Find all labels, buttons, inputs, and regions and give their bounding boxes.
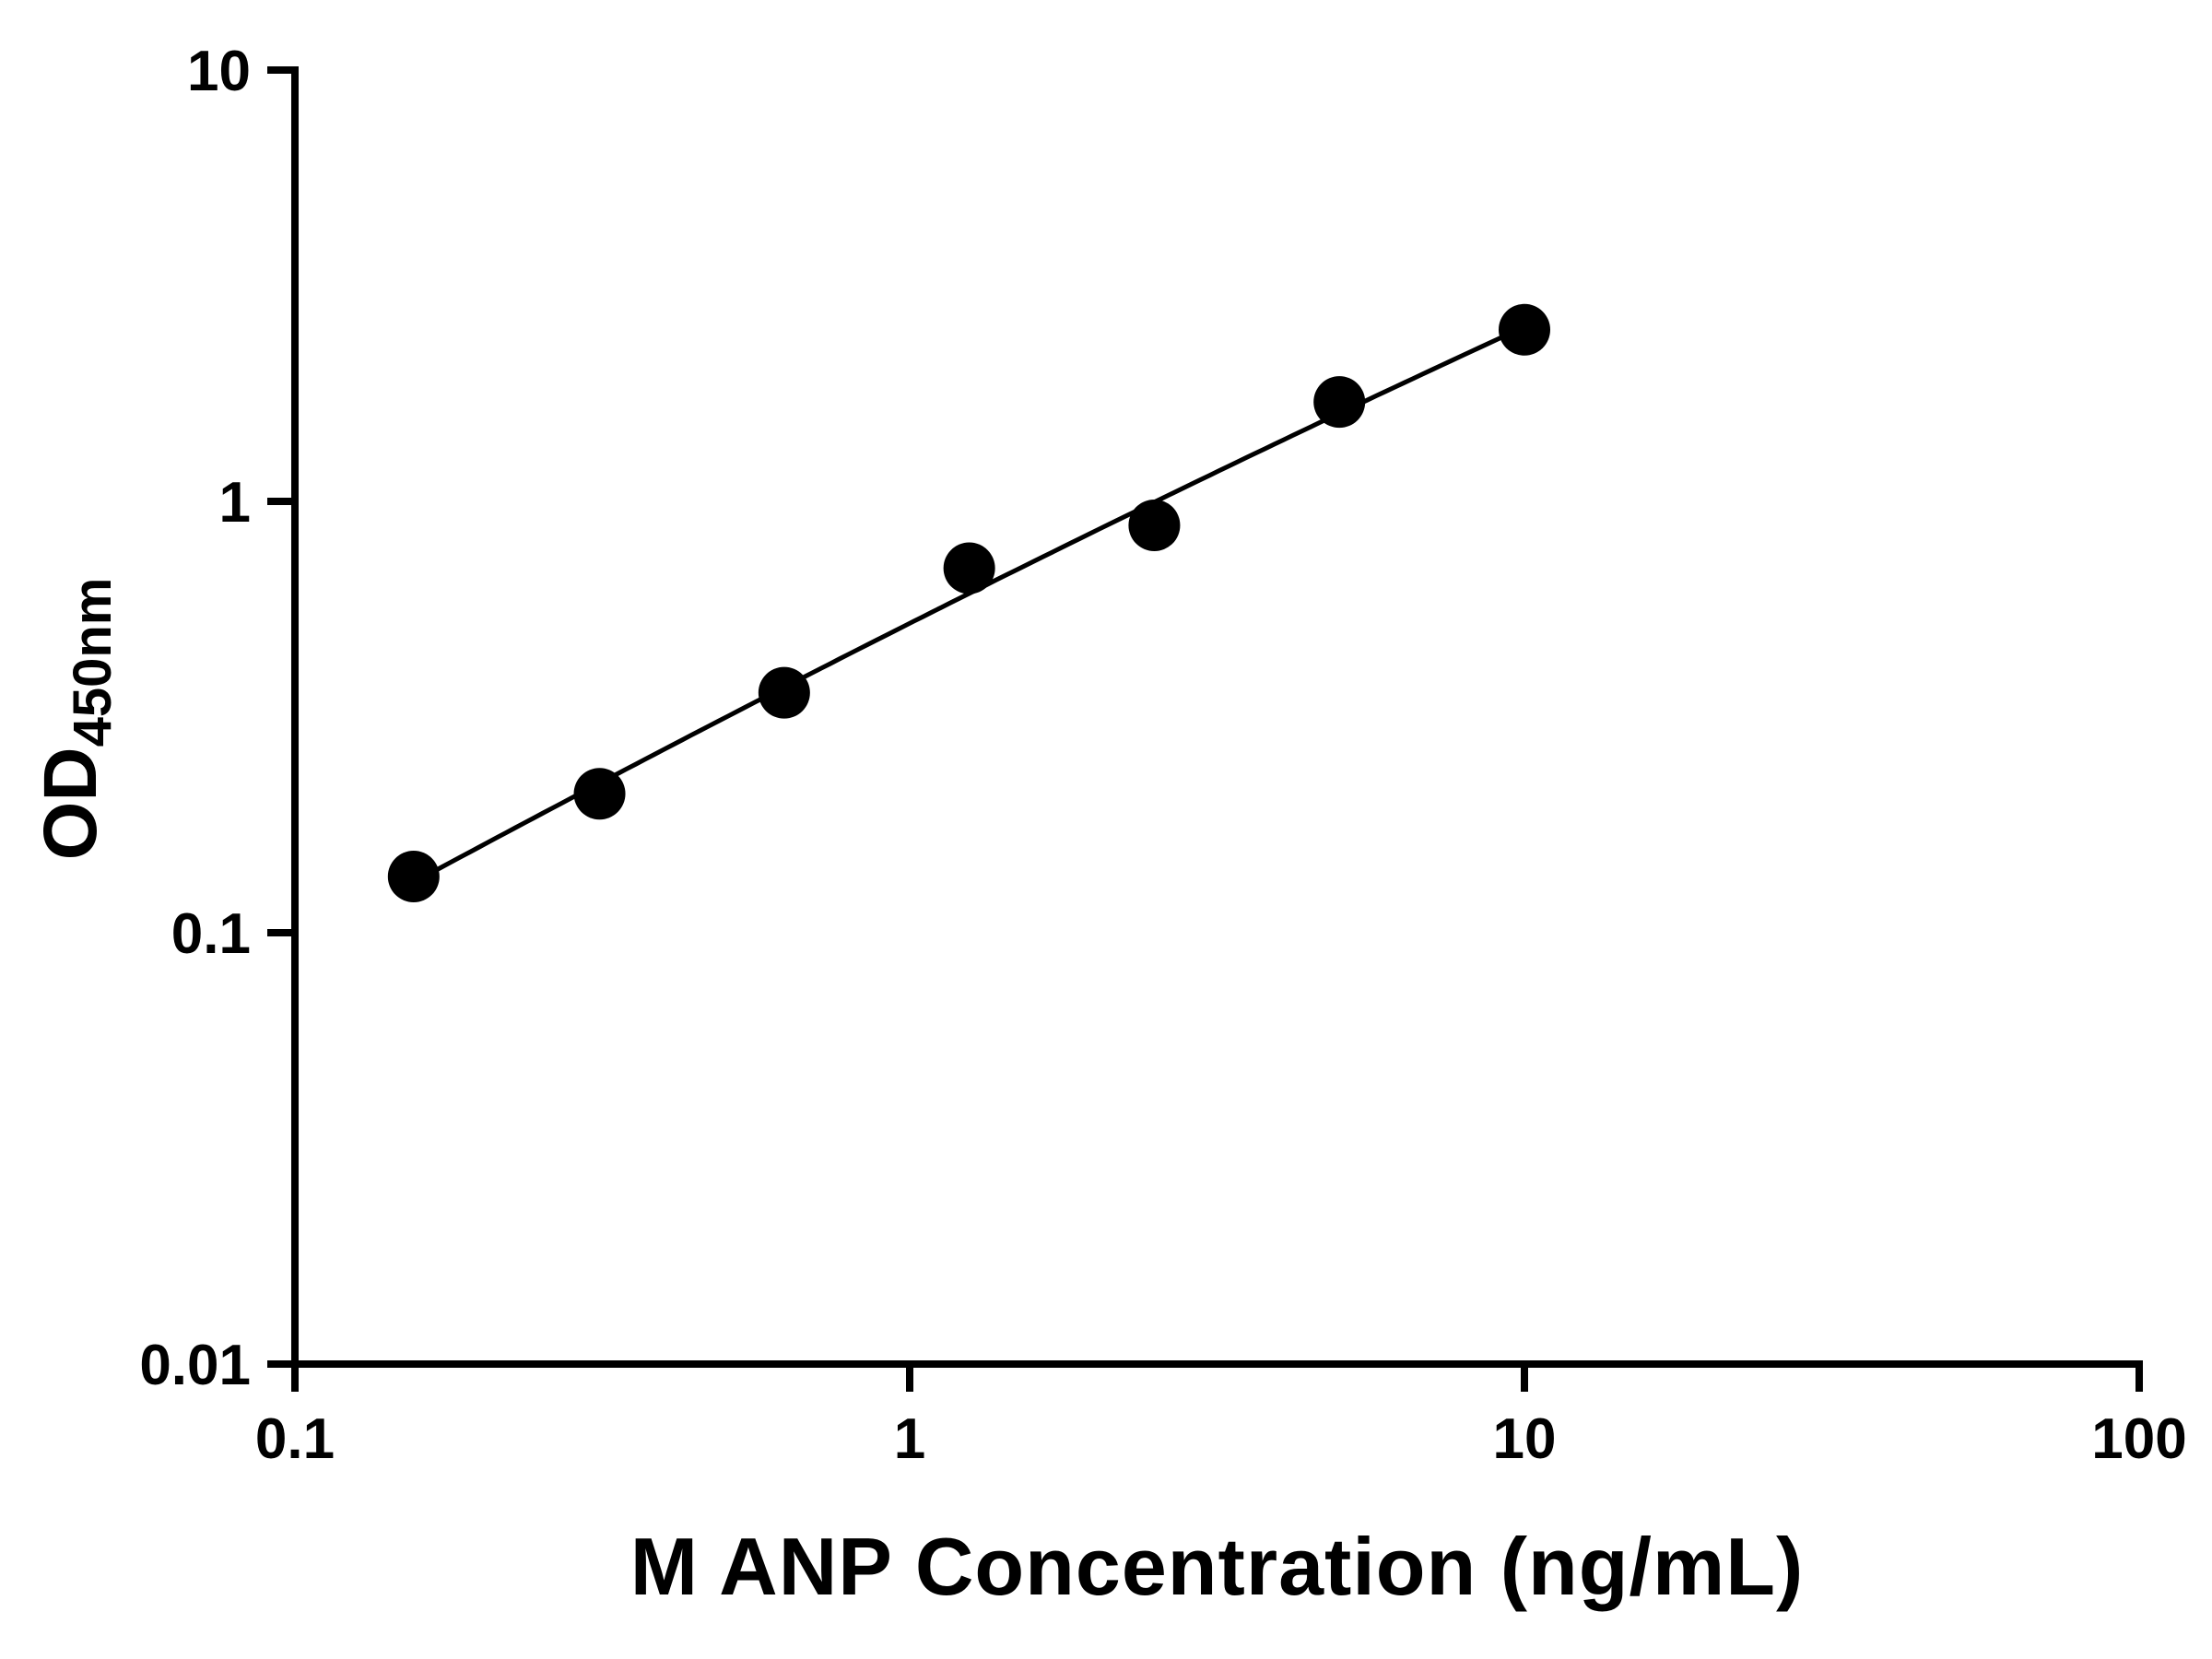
data-point bbox=[758, 666, 810, 719]
data-point bbox=[943, 542, 995, 594]
data-point bbox=[1499, 303, 1550, 356]
axes-spines bbox=[291, 66, 2143, 1368]
data-point bbox=[387, 851, 440, 903]
data-point bbox=[573, 768, 626, 820]
data-point bbox=[1128, 499, 1181, 551]
y-axis-title-main: OD bbox=[29, 747, 112, 861]
data-point bbox=[1313, 376, 1366, 429]
x-tick-label: 1 bbox=[894, 1407, 925, 1471]
y-axis-title-subscript: 450nm bbox=[63, 577, 123, 747]
x-tick-label: 10 bbox=[1493, 1407, 1557, 1471]
y-tick-label: 0.1 bbox=[171, 902, 251, 966]
y-tick-label: 10 bbox=[187, 40, 251, 103]
x-tick-label: 100 bbox=[2091, 1407, 2186, 1471]
x-axis-title: M ANP Concentration (ng/mL) bbox=[629, 1521, 1805, 1612]
x-tick-label: 0.1 bbox=[255, 1407, 335, 1471]
y-tick-label: 0.01 bbox=[139, 1334, 251, 1397]
y-axis-title: OD450nm bbox=[28, 578, 124, 861]
y-tick-label: 1 bbox=[219, 471, 251, 535]
